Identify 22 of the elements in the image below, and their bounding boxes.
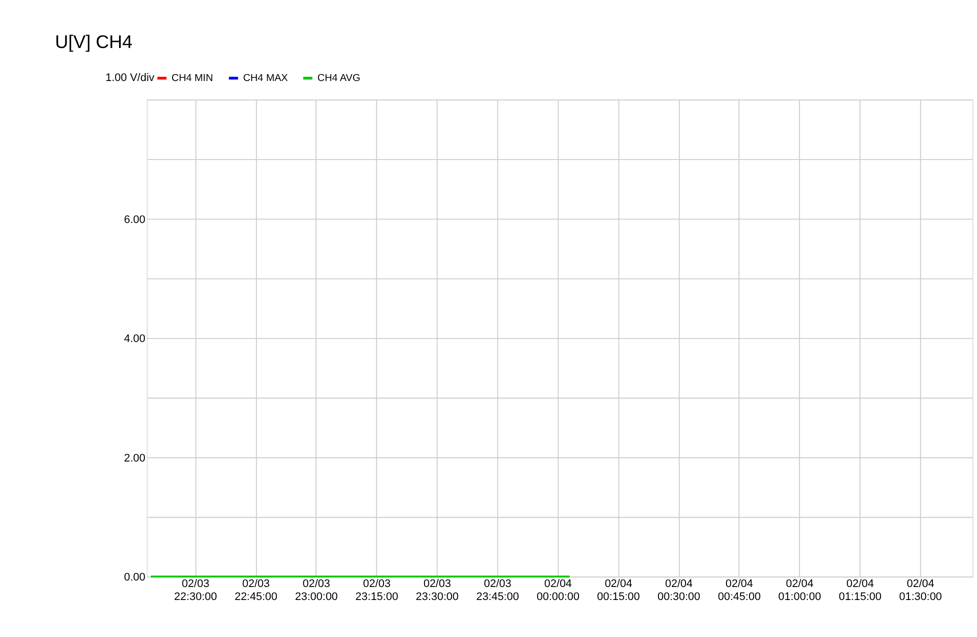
y-tick-label: 2.00 (124, 452, 146, 464)
x-tick-label: 02/04 01:30:00 (899, 578, 942, 603)
x-tick-label: 02/03 23:45:00 (476, 578, 520, 603)
x-tick-label: 02/04 00:15:00 (597, 578, 640, 603)
y-tick-label: 6.00 (124, 214, 146, 226)
legend-label: CH4 AVG (317, 72, 361, 84)
x-tick-label: 02/03 22:30:00 (174, 578, 217, 603)
text: 1.00 V/div (106, 72, 155, 84)
x-tick-label: 02/03 23:30:00 (416, 578, 459, 603)
x-tick-label: 02/04 00:45:00 (718, 578, 761, 603)
x-tick-label: 02/04 01:15:00 (838, 578, 882, 603)
y-tick-label: 0.00 (124, 572, 146, 584)
x-tick-label: 02/04 01:00:00 (778, 578, 822, 603)
x-tick-label: 02/04 00:30:00 (657, 578, 700, 603)
x-tick-label: 02/03 23:00:00 (294, 578, 338, 603)
x-tick-label: 02/03 23:15:00 (355, 578, 398, 603)
legend-label: CH4 MAX (243, 72, 288, 84)
y-tick-label: 4.00 (124, 333, 146, 346)
chart-title: U[V] CH4 (55, 31, 132, 52)
x-tick-label: 02/03 22:45:00 (234, 578, 278, 603)
x-tick-label: 02/04 00:00:00 (536, 578, 580, 603)
legend-label: CH4 MIN (172, 72, 213, 84)
